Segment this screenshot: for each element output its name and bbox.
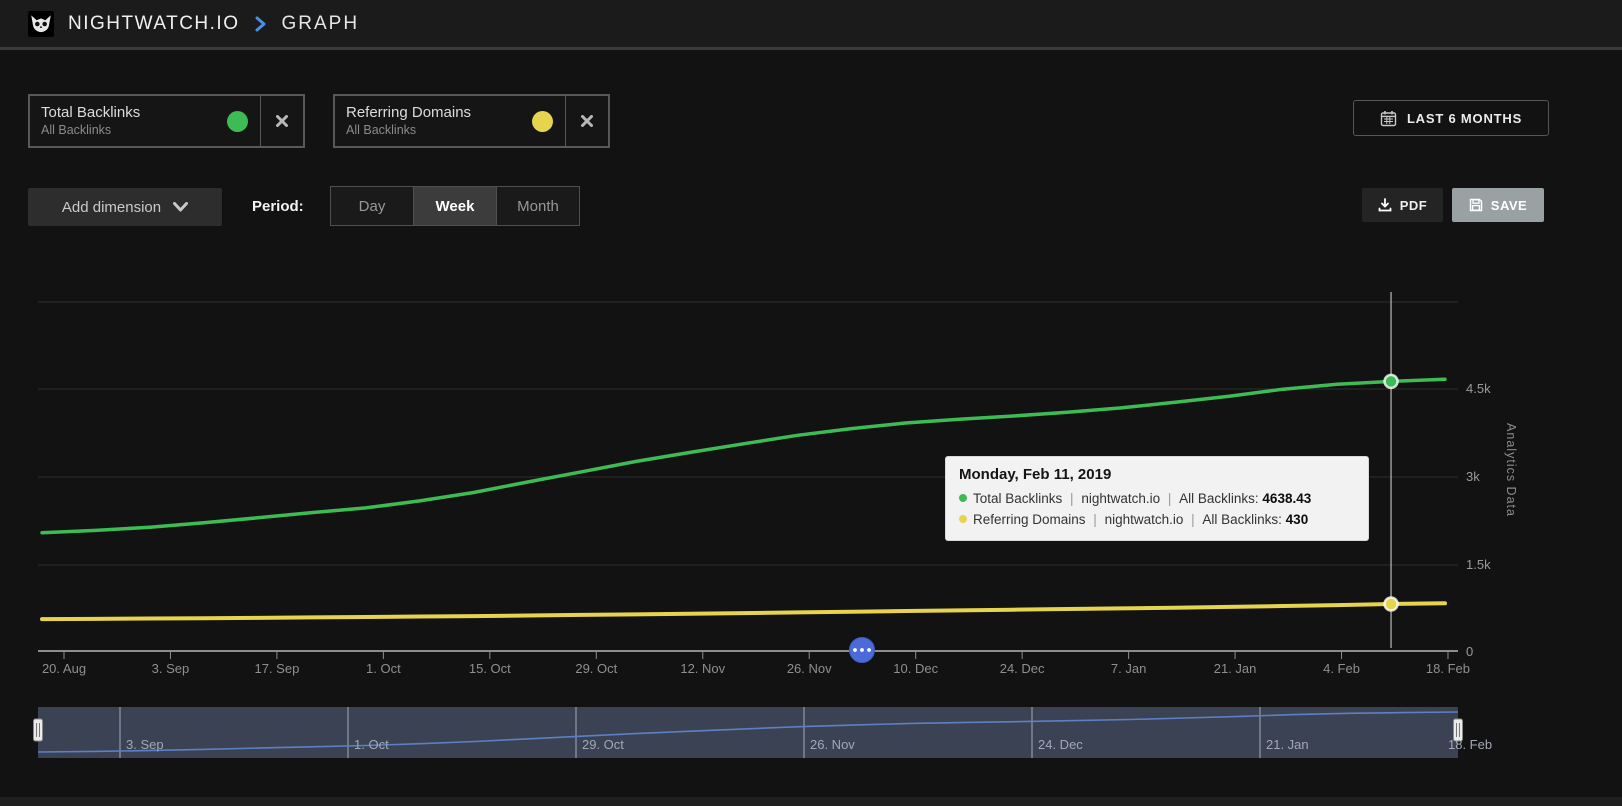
x-axis-label: 12. Nov (680, 661, 726, 676)
tooltip-series-dot (959, 494, 967, 502)
metric-card-referring-domains[interactable]: Referring Domains All Backlinks (333, 94, 610, 148)
metric-card-text: Total Backlinks All Backlinks (30, 104, 227, 138)
date-range-label: LAST 6 MONTHS (1406, 110, 1523, 126)
period-segmented-control: Day Week Month (330, 186, 580, 226)
breadcrumb-page-title: GRAPH (281, 12, 360, 34)
card-divider (565, 96, 566, 146)
x-axis-label: 18. Feb (1425, 661, 1471, 676)
navigator-label: 29. Oct (582, 737, 624, 752)
y-axis-label: 1.5k (1466, 557, 1491, 572)
three-dots-icon (853, 648, 871, 652)
x-axis-label: 29. Oct (575, 661, 618, 676)
save-button[interactable]: SAVE (1452, 188, 1544, 222)
add-dimension-label: Add dimension (61, 198, 162, 216)
calendar-icon (1380, 110, 1397, 127)
x-axis-label: 7. Jan (1110, 661, 1147, 676)
series-color-dot[interactable] (227, 110, 248, 132)
metric-card-title: Referring Domains (346, 103, 472, 121)
y-axis-title: Analytics Data (1504, 423, 1518, 517)
navigator-label: 1. Oct (354, 737, 389, 752)
brand-title[interactable]: NIGHTWATCH.IO (68, 12, 240, 34)
navigator-series-line (37, 711, 1459, 753)
x-axis-label: 15. Oct (468, 661, 511, 676)
hover-marker (1383, 596, 1399, 612)
navigator-left-handle[interactable] (33, 718, 43, 742)
chart-tooltip: Monday, Feb 11, 2019 Total Backlinks | n… (945, 456, 1369, 541)
footer-strip (0, 797, 1622, 806)
metric-card-subtitle: All Backlinks (41, 122, 112, 137)
metric-card-text: Referring Domains All Backlinks (335, 104, 532, 138)
chevron-right-icon (253, 16, 267, 32)
tooltip-series-row: Total Backlinks | nightwatch.io | All Ba… (959, 488, 1355, 509)
metric-card-total-backlinks[interactable]: Total Backlinks All Backlinks (28, 94, 305, 148)
x-icon (276, 115, 288, 127)
x-axis-label: 4. Feb (1323, 661, 1360, 676)
x-axis-label: 1. Oct (366, 661, 401, 676)
x-axis-label: 24. Dec (999, 661, 1045, 676)
x-axis-label: 26. Nov (786, 661, 832, 676)
x-axis-label: 21. Jan (1213, 661, 1257, 676)
tooltip-date-title: Monday, Feb 11, 2019 (959, 466, 1112, 483)
x-axis-label: 3. Sep (151, 661, 190, 676)
series-line-referring-domains (40, 601, 1447, 622)
floppy-icon (1469, 198, 1483, 212)
remove-dimension-button[interactable] (566, 96, 608, 146)
tooltip-series-dot (959, 515, 967, 523)
hover-marker (1383, 373, 1399, 390)
y-axis-label: 4.5k (1466, 381, 1491, 396)
y-axis-label: 3k (1466, 469, 1480, 484)
x-icon (581, 115, 593, 127)
period-label: Period: (252, 198, 304, 215)
metric-card-title: Total Backlinks (41, 103, 141, 121)
tooltip-value: 4638.43 (1262, 491, 1312, 506)
navigator-label: 21. Jan (1266, 737, 1309, 752)
remove-dimension-button[interactable] (261, 96, 303, 146)
tooltip-value: 430 (1285, 512, 1309, 527)
x-axis-label: 17. Sep (254, 661, 300, 676)
navigator-label: 26. Nov (810, 737, 855, 752)
chevron-down-icon (173, 202, 189, 212)
period-option-month[interactable]: Month (496, 186, 580, 226)
y-axis-label: 0 (1466, 644, 1474, 659)
top-navigation-bar: NIGHTWATCH.IO GRAPH (0, 0, 1622, 50)
navigator-label: 24. Dec (1038, 737, 1083, 752)
period-option-week[interactable]: Week (413, 186, 497, 226)
metric-card-subtitle: All Backlinks (346, 122, 417, 137)
pdf-button-label: PDF (1399, 197, 1428, 213)
export-pdf-button[interactable]: PDF (1362, 188, 1443, 222)
date-range-button[interactable]: LAST 6 MONTHS (1353, 100, 1549, 136)
owl-icon (28, 10, 54, 37)
series-color-dot[interactable] (532, 110, 553, 132)
download-icon (1378, 198, 1392, 212)
save-button-label: SAVE (1490, 197, 1528, 213)
period-option-day[interactable]: Day (330, 186, 414, 226)
navigator-label: 3. Sep (126, 737, 164, 752)
x-axis-label: 20. Aug (41, 661, 87, 676)
navigator-label: 18. Feb (1448, 737, 1493, 752)
x-axis-label: 10. Dec (893, 661, 939, 676)
add-dimension-dropdown[interactable]: Add dimension (28, 188, 222, 226)
card-divider (260, 96, 261, 146)
range-navigator[interactable] (33, 707, 1463, 758)
scrollbar-thumb[interactable] (849, 637, 875, 663)
tooltip-series-row: Referring Domains | nightwatch.io | All … (959, 509, 1355, 530)
